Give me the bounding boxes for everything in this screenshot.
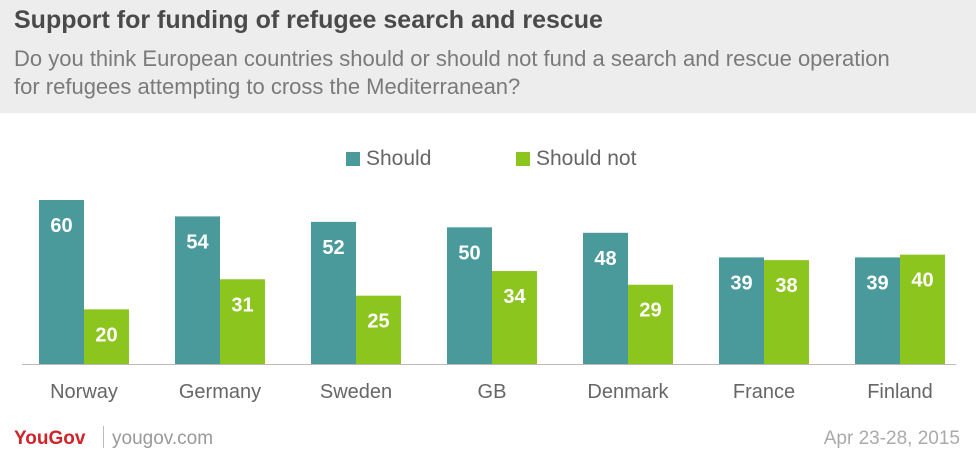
bar-should-denmark	[583, 232, 628, 364]
footer-site: yougov.com	[112, 428, 214, 449]
legend-swatch-should	[346, 152, 360, 166]
category-label-germany: Germany	[179, 381, 261, 403]
legend-label-should-not: Should not	[536, 147, 637, 170]
data-label-should-france: 39	[730, 272, 752, 294]
data-label-should-norway: 60	[50, 215, 72, 237]
data-label-should-not-denmark: 29	[639, 300, 661, 322]
data-label-should-finland: 39	[866, 272, 888, 294]
category-label-france: France	[733, 381, 795, 403]
bar-should-not-finland	[900, 254, 945, 364]
bar-should-not-gb	[492, 271, 537, 364]
chart-title: Support for funding of refugee search an…	[14, 6, 603, 34]
bar-should-norway	[39, 200, 84, 364]
header-band: Support for funding of refugee search an…	[0, 0, 976, 113]
chart-subtitle: Do you think European countries should o…	[14, 46, 890, 99]
category-label-denmark: Denmark	[587, 381, 669, 403]
bar-should-not-norway	[84, 309, 129, 364]
legend-item-should-not: Should not	[516, 146, 636, 172]
data-label-should-not-sweden: 25	[367, 311, 389, 333]
data-label-should-not-france: 38	[775, 275, 797, 297]
bar-should-germany	[175, 216, 220, 364]
data-label-should-sweden: 52	[322, 237, 344, 259]
bar-should-not-sweden	[356, 295, 401, 364]
data-label-should-not-germany: 31	[231, 294, 253, 316]
legend-label-should: Should	[366, 147, 432, 170]
data-label-should-germany: 54	[186, 231, 209, 253]
bar-should-gb	[447, 227, 492, 364]
category-label-gb: GB	[478, 381, 507, 403]
yougov-logo: YouGov	[14, 428, 86, 449]
bar-should-not-france	[764, 260, 809, 364]
bar-should-not-denmark	[628, 284, 673, 364]
legend-item-should: Should	[346, 146, 431, 172]
footer-divider	[103, 426, 104, 448]
legend-swatch-should-not	[516, 152, 530, 166]
category-label-norway: Norway	[50, 381, 118, 403]
data-label-should-gb: 50	[458, 242, 480, 264]
category-label-sweden: Sweden	[320, 381, 392, 403]
data-label-should-not-finland: 40	[911, 270, 933, 292]
footer-date: Apr 23-28, 2015	[823, 428, 960, 449]
bar-should-sweden	[311, 221, 356, 364]
bar-should-finland	[855, 257, 900, 364]
data-label-should-not-norway: 20	[95, 324, 117, 346]
bar-should-france	[719, 257, 764, 364]
bar-should-not-germany	[220, 279, 265, 364]
data-label-should-not-gb: 34	[503, 286, 526, 308]
data-label-should-denmark: 48	[594, 248, 616, 270]
category-label-finland: Finland	[867, 381, 933, 403]
